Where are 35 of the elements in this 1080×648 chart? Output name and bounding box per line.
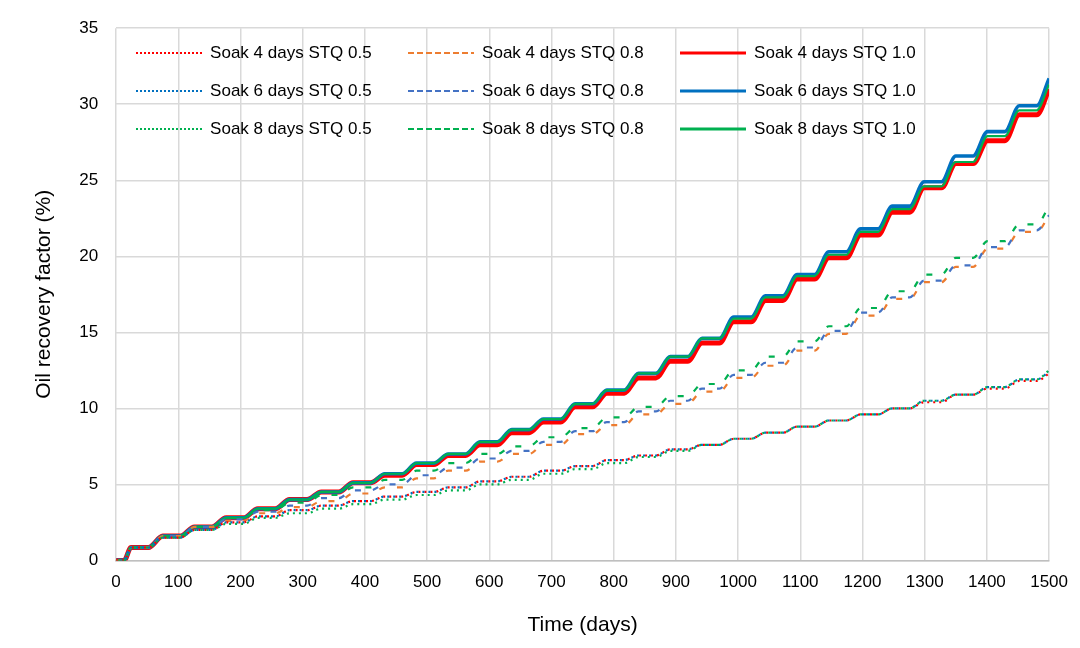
- x-tick-label: 1500: [1030, 572, 1068, 592]
- x-tick-label: 1100: [782, 572, 819, 592]
- x-tick-label: 1300: [905, 572, 944, 592]
- legend-label: Soak 4 days STQ 0.5: [210, 43, 372, 64]
- x-tick-label: 1400: [967, 572, 1006, 592]
- x-tick-label: 900: [661, 572, 691, 592]
- x-tick-label: 0: [111, 572, 121, 592]
- y-tick-label: 30: [79, 93, 99, 113]
- legend-label: Soak 6 days STQ 0.8: [482, 81, 644, 102]
- x-tick-label: 1000: [719, 572, 758, 592]
- y-tick-label: 35: [79, 17, 99, 37]
- legend-label: Soak 6 days STQ 0.5: [210, 81, 372, 102]
- legend-label: Soak 6 days STQ 1.0: [754, 81, 916, 102]
- x-tick-label: 200: [226, 572, 255, 592]
- legend-label: Soak 8 days STQ 0.8: [482, 119, 644, 140]
- x-tick-label: 800: [599, 572, 628, 592]
- y-axis-title: Oil recovery factor (%): [31, 189, 55, 399]
- x-tick-label: 500: [412, 572, 442, 592]
- x-tick-label: 600: [475, 572, 504, 592]
- y-tick-label: 25: [79, 169, 99, 189]
- x-tick-label: 400: [350, 572, 380, 592]
- y-tick-label: 0: [88, 550, 99, 570]
- x-axis-title: Time (days): [527, 612, 638, 636]
- y-tick-label: 10: [79, 398, 99, 418]
- legend-label: Soak 8 days STQ 1.0: [754, 119, 916, 140]
- x-tick-label: 300: [288, 572, 317, 592]
- y-tick-label: 20: [79, 245, 99, 265]
- legend-label: Soak 4 days STQ 1.0: [754, 43, 916, 64]
- y-tick-label: 15: [79, 322, 99, 341]
- x-tick-label: 1200: [843, 572, 882, 592]
- legend-label: Soak 4 days STQ 0.8: [482, 43, 644, 64]
- x-tick-label: 700: [537, 572, 566, 592]
- y-tick-label: 5: [88, 474, 99, 494]
- legend-label: Soak 8 days STQ 0.5: [210, 119, 372, 140]
- x-tick-label: 100: [164, 572, 193, 592]
